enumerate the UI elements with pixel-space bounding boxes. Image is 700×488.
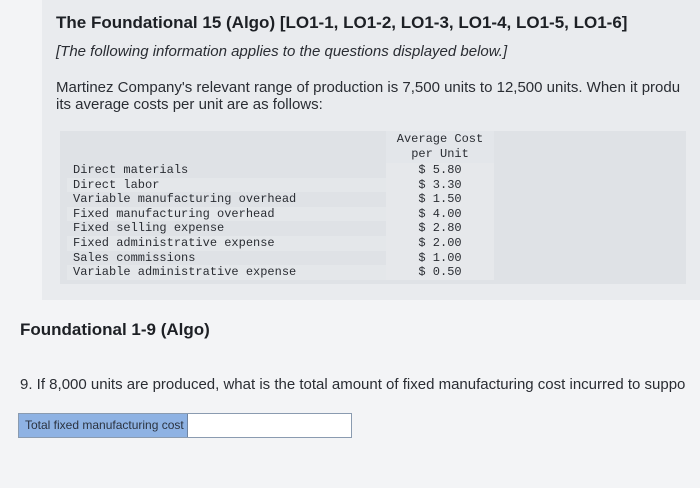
page-title: The Foundational 15 (Algo) [LO1-1, LO1-2… — [56, 13, 628, 32]
table-row: Variable manufacturing overhead $ 1.50 — [67, 192, 494, 207]
table-row: Variable administrative expense $ 0.50 — [67, 265, 494, 280]
row-label: Fixed manufacturing overhead — [67, 206, 386, 222]
row-label: Variable manufacturing overhead — [73, 192, 297, 207]
table-row: Sales commissions $ 1.00 — [67, 250, 494, 266]
row-value: $ 1.00 — [386, 250, 494, 266]
table-row: Direct labor $ 3.30 — [67, 177, 494, 193]
intro-line-2: its average costs per unit are as follow… — [56, 96, 323, 113]
answer-label: Total fixed manufacturing cost — [19, 414, 187, 437]
row-value: $ 2.80 — [386, 221, 494, 236]
total-fixed-manufacturing-cost-input[interactable] — [187, 414, 351, 437]
cost-table-header-row: Average Cost per Unit — [67, 131, 494, 163]
row-label: Fixed administrative expense — [67, 235, 386, 251]
row-value: $ 5.80 — [386, 163, 494, 178]
table-row: Fixed administrative expense $ 2.00 — [67, 235, 494, 251]
section-title: Foundational 1-9 (Algo) — [20, 320, 210, 339]
row-value: $ 3.30 — [386, 177, 494, 193]
row-label: Variable administrative expense — [67, 265, 386, 280]
table-row: Fixed manufacturing overhead $ 4.00 — [67, 206, 494, 222]
row-value: $ 0.50 — [386, 265, 494, 280]
row-label: Direct materials — [73, 163, 189, 177]
table-row: Fixed selling expense $ 2.80 — [67, 221, 494, 236]
row-value: $ 4.00 — [386, 206, 494, 222]
question-text: 9. If 8,000 units are produced, what is … — [20, 376, 686, 393]
row-label: Fixed selling expense — [73, 221, 225, 236]
table-row: Direct materials $ 5.80 — [67, 163, 494, 178]
row-value: $ 2.00 — [386, 235, 494, 251]
row-label: Sales commissions — [73, 250, 196, 265]
cost-table: Average Cost per Unit Direct materials $… — [67, 131, 494, 280]
row-value: $ 1.50 — [386, 192, 494, 207]
problem-intro: Martinez Company's relevant range of pro… — [56, 79, 700, 113]
answer-row: Total fixed manufacturing cost — [18, 413, 352, 438]
column-header-average-cost: Average Cost per Unit — [386, 131, 494, 163]
intro-line-1: Martinez Company's relevant range of pro… — [56, 79, 681, 96]
row-label: Direct labor — [67, 177, 386, 193]
info-note: [The following information applies to th… — [56, 43, 508, 60]
